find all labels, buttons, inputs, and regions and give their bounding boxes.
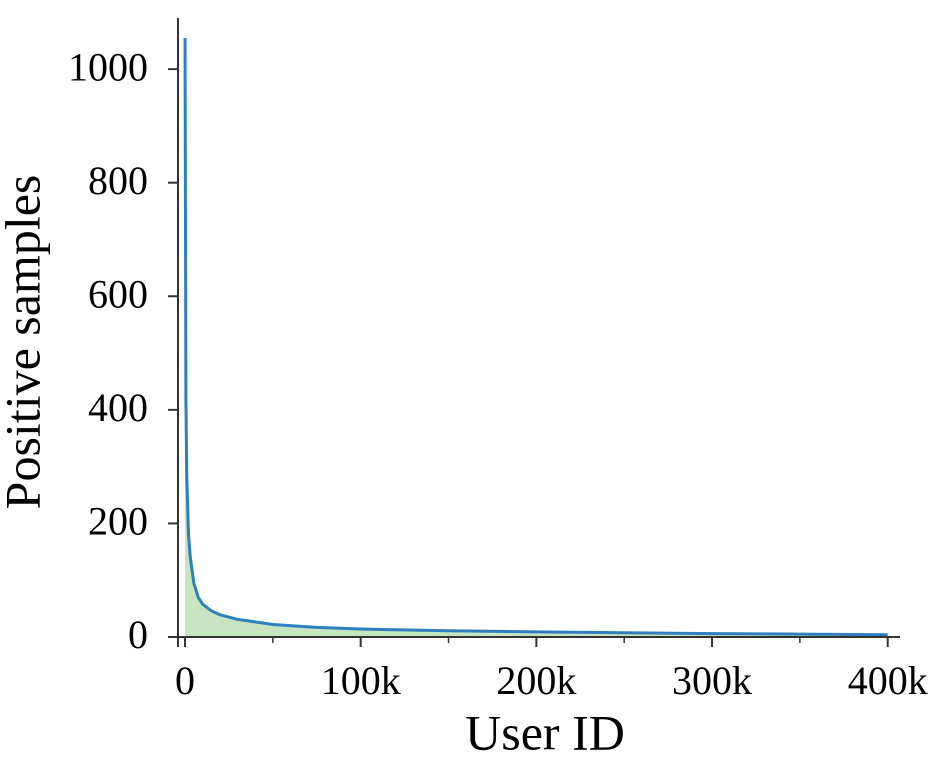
x-tick-label: 400k <box>848 658 928 703</box>
area-fill <box>185 37 888 637</box>
y-axis-title: Positive samples <box>0 175 50 510</box>
area-line <box>183 37 888 637</box>
x-tick-label: 100k <box>321 658 401 703</box>
y-tick-label: 200 <box>88 499 148 544</box>
y-tick-label: 0 <box>128 612 148 657</box>
y-tick-label: 600 <box>88 271 148 316</box>
y-tick-label: 1000 <box>68 44 148 89</box>
x-tick-label: 300k <box>672 658 752 703</box>
x-tick-label: 200k <box>496 658 576 703</box>
y-tick-label: 800 <box>88 158 148 203</box>
x-axis-title: User ID <box>465 704 625 760</box>
x-tick-label: 0 <box>175 658 195 703</box>
y-tick-label: 400 <box>88 385 148 430</box>
